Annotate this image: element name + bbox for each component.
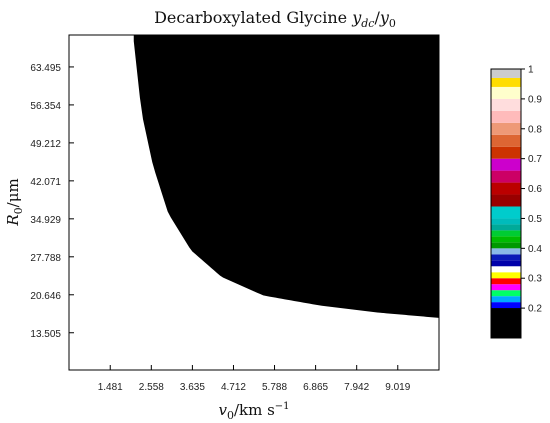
colorbar-frame <box>490 68 522 339</box>
colorbar-tick-label: 0.9 <box>528 94 542 105</box>
y-axis-label: R0/μm <box>4 178 25 226</box>
xlabel-base: v <box>218 401 227 419</box>
xlabel-sub: 0 <box>227 409 234 422</box>
x-axis-label: v0/km s−1 <box>218 401 289 422</box>
title-main: Decarboxylated Glycine <box>154 8 352 27</box>
colorbar-swatch <box>491 158 521 171</box>
colorbar-swatch <box>491 86 521 99</box>
colorbar-swatch <box>491 248 521 255</box>
colorbar-swatch <box>491 302 521 309</box>
colorbar <box>491 69 521 338</box>
contour-band-0 <box>133 35 439 318</box>
y-axis-ticks: 63.495 56.354 49.212 42.071 34.929 27.788 20.6… <box>30 63 74 340</box>
title-math-sub2: 0 <box>389 17 396 30</box>
x-tick-label: 9.019 <box>385 382 410 393</box>
colorbar-tick-label: 0.8 <box>528 124 542 135</box>
colorbar-tick-label: 0.6 <box>528 184 542 195</box>
title-math-sub: dc <box>361 17 374 30</box>
x-tick-label: 3.635 <box>180 382 205 393</box>
y-tick-label: 63.495 <box>30 63 61 74</box>
colorbar-tick-label: 0.2 <box>528 304 542 315</box>
colorbar-swatch <box>491 230 521 237</box>
x-tick-label: 7.942 <box>344 382 369 393</box>
colorbar-swatch <box>491 170 521 183</box>
colorbar-swatch-base <box>491 308 521 338</box>
colorbar-swatch <box>491 242 521 249</box>
ylabel-sub: 0 <box>12 207 25 214</box>
x-tick-label: 6.865 <box>303 382 328 393</box>
colorbar-tick-label: 0.5 <box>528 214 542 225</box>
x-tick-label: 4.712 <box>221 382 246 393</box>
x-tick-label: 1.481 <box>98 382 123 393</box>
colorbar-swatch <box>491 122 521 135</box>
ylabel-unit: /μm <box>4 178 22 207</box>
x-tick-label: 5.788 <box>262 382 287 393</box>
y-tick-label: 56.354 <box>30 101 61 112</box>
xlabel-exp: −1 <box>275 401 290 412</box>
x-axis-ticks: 1.481 2.558 3.635 4.712 5.788 6.865 7.942 9.019 <box>98 365 411 393</box>
title-math-base: y <box>351 8 362 27</box>
title-math-base2: y <box>379 8 390 27</box>
colorbar-tick-label: 1 <box>528 65 534 76</box>
colorbar-swatch <box>491 69 521 78</box>
xlabel-unit: /km s <box>234 401 275 419</box>
y-tick-label: 27.788 <box>30 253 61 264</box>
plot-frame <box>68 34 440 371</box>
colorbar-swatch <box>491 98 521 111</box>
x-tick-label: 2.558 <box>139 382 164 393</box>
title-math-slash: / <box>374 8 380 27</box>
colorbar-swatch <box>491 254 521 261</box>
colorbar-swatch <box>491 224 521 231</box>
colorbar-swatch <box>491 290 521 297</box>
y-tick-label: 42.071 <box>30 177 61 188</box>
colorbar-swatch <box>491 236 521 243</box>
colorbar-swatch <box>491 272 521 279</box>
colorbar-swatch <box>491 296 521 303</box>
colorbar-swatch <box>491 260 521 267</box>
y-tick-label: 20.646 <box>30 291 61 302</box>
colorbar-swatch <box>491 284 521 291</box>
colorbar-swatch <box>491 146 521 159</box>
colorbar-tick-label: 0.4 <box>528 244 542 255</box>
colorbar-swatch <box>491 206 521 219</box>
colorbar-tick-label: 0.3 <box>528 274 542 285</box>
y-tick-label: 49.212 <box>30 139 61 150</box>
colorbar-swatch <box>491 266 521 273</box>
colorbar-swatch <box>491 278 521 285</box>
colorbar-swatch <box>491 110 521 123</box>
colorbar-swatch <box>491 218 521 225</box>
colorbar-swatch <box>491 77 521 87</box>
colorbar-ticks: 1 0.9 0.8 0.7 0.6 0.5 0.4 0.3 0.2 <box>521 65 542 315</box>
chart-title: Decarboxylated Glycine ydc/y0 <box>154 8 396 30</box>
colorbar-swatch <box>491 194 521 207</box>
y-tick-label: 13.505 <box>30 329 61 340</box>
y-tick-label: 34.929 <box>30 215 61 226</box>
colorbar-tick-label: 0.7 <box>528 154 542 165</box>
contour-bands <box>133 35 439 318</box>
ylabel-base: R <box>4 214 22 226</box>
colorbar-swatch <box>491 134 521 147</box>
colorbar-swatch <box>491 182 521 195</box>
